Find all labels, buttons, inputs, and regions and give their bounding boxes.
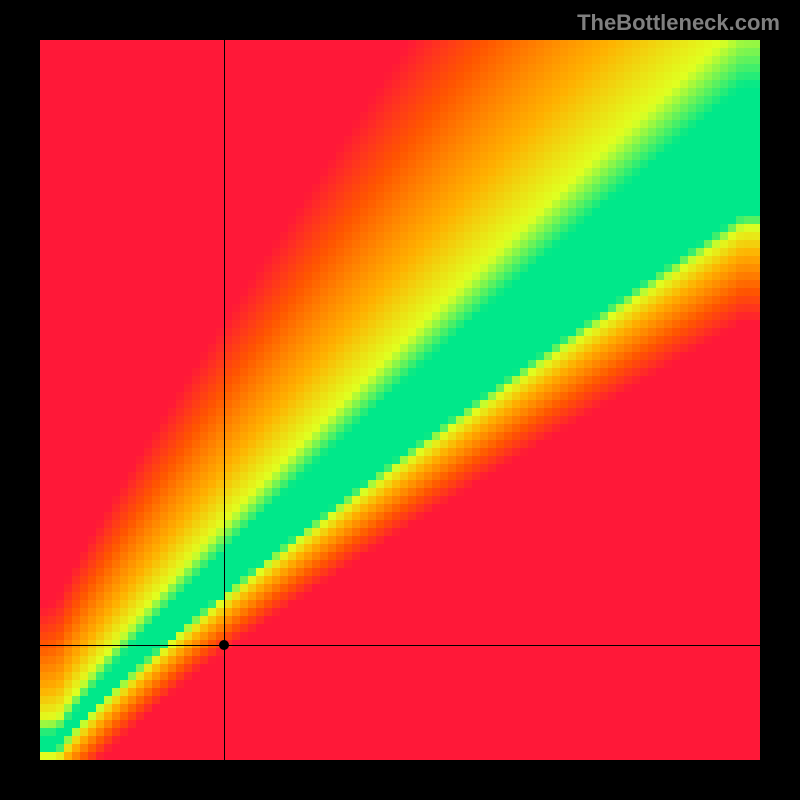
data-point-marker bbox=[219, 640, 229, 650]
heatmap-chart bbox=[40, 40, 760, 760]
crosshair-horizontal bbox=[40, 645, 760, 646]
heatmap-canvas bbox=[40, 40, 760, 760]
watermark-text: TheBottleneck.com bbox=[577, 10, 780, 36]
crosshair-vertical bbox=[224, 40, 225, 760]
